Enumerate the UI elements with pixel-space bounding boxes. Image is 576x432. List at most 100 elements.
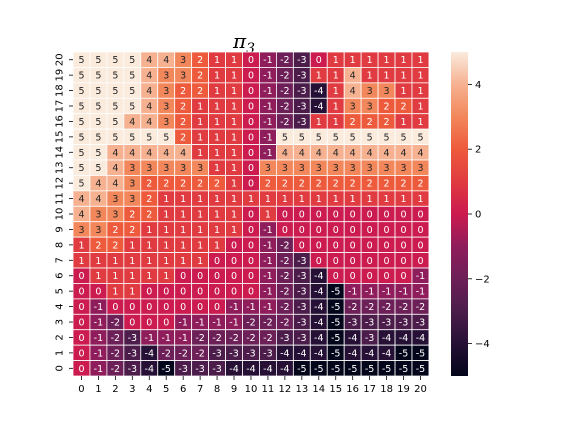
cell-label: -4	[314, 86, 323, 97]
cell-label: 0	[401, 240, 407, 251]
cell-label: 1	[129, 256, 135, 267]
cell-label: -5	[331, 364, 340, 375]
cell-label: -4	[145, 364, 154, 375]
cell-label: 0	[350, 240, 356, 251]
cell-label: -2	[399, 302, 408, 313]
y-tick-label: 11	[55, 192, 66, 205]
x-tick-label: 2	[112, 384, 118, 395]
cell-label: 4	[350, 148, 356, 159]
cell-label: 1	[401, 55, 407, 66]
y-tick-label: 15	[55, 130, 66, 143]
cell-label: 1	[333, 117, 339, 128]
cell-label: -4	[314, 302, 323, 313]
cell-label: 1	[401, 194, 407, 205]
cell-label: -1	[348, 287, 357, 298]
cell-label: 1	[214, 132, 220, 143]
cell-label: 3	[163, 163, 169, 174]
cell-label: 5	[112, 117, 118, 128]
y-tick-label: 13	[55, 161, 66, 174]
cell-label: -4	[314, 271, 323, 282]
cell-label: 2	[112, 240, 118, 251]
cell-label: 1	[214, 71, 220, 82]
x-tick-label: 9	[231, 384, 237, 395]
cell-label: 1	[163, 271, 169, 282]
cell-label: 3	[129, 163, 135, 174]
y-tick-label: 18	[55, 84, 66, 97]
cell-label: -1	[263, 302, 272, 313]
cell-label: -3	[212, 364, 221, 375]
cell-label: 0	[367, 271, 373, 282]
cell-label: 4	[78, 210, 84, 221]
cell-label: 3	[146, 163, 152, 174]
cell-label: 2	[180, 179, 186, 190]
cell-label: 5	[112, 71, 118, 82]
cell-label: 2	[180, 117, 186, 128]
cell-label: -1	[263, 225, 272, 236]
cell-label: 3	[129, 179, 135, 190]
cell-label: 2	[146, 194, 152, 205]
cell-label: 2	[401, 179, 407, 190]
cell-label: 0	[384, 225, 390, 236]
cell-label: 0	[163, 302, 169, 313]
cell-label: 0	[146, 287, 152, 298]
cell-label: -1	[263, 256, 272, 267]
cell-label: 0	[214, 256, 220, 267]
cell-label: 2	[384, 117, 390, 128]
cell-label: 1	[214, 55, 220, 66]
cell-label: 1	[417, 86, 423, 97]
y-tick-label: 6	[55, 273, 66, 279]
cell-label: 3	[367, 102, 373, 113]
cell-label: 1	[231, 148, 237, 159]
cell-label: 1	[214, 194, 220, 205]
colorbar-tick-label: −4	[475, 339, 490, 350]
cell-label: 1	[214, 117, 220, 128]
cell-label: 1	[214, 102, 220, 113]
cell-label: 0	[282, 225, 288, 236]
cell-label: -3	[195, 364, 204, 375]
cell-label: 4	[350, 86, 356, 97]
y-tick-label: 4	[55, 303, 66, 309]
cell-label: 5	[112, 102, 118, 113]
cell-label: -3	[297, 117, 306, 128]
cell-label: -5	[382, 364, 391, 375]
cell-label: 1	[129, 240, 135, 251]
cell-label: -2	[280, 86, 289, 97]
cell-label: -2	[263, 318, 272, 329]
cell-label: 0	[112, 302, 118, 313]
cell-label: 5	[333, 132, 339, 143]
cell-label: -3	[297, 102, 306, 113]
cell-label: 1	[180, 194, 186, 205]
cell-label: 2	[197, 55, 203, 66]
y-tick-label: 20	[55, 53, 66, 66]
cell-label: -1	[94, 318, 103, 329]
cell-label: 3	[78, 225, 84, 236]
cell-label: 0	[401, 210, 407, 221]
cell-label: -1	[263, 102, 272, 113]
cell-label: 2	[129, 210, 135, 221]
cell-label: -1	[145, 333, 154, 344]
cell-label: 1	[214, 148, 220, 159]
cell-label: 0	[129, 318, 135, 329]
x-tick-label: 1	[95, 384, 101, 395]
y-tick-label: 7	[55, 257, 66, 263]
cell-label: 2	[265, 179, 271, 190]
cell-label: -1	[212, 318, 221, 329]
cell-label: 1	[231, 163, 237, 174]
cell-label: -4	[145, 348, 154, 359]
cell-label: 1	[384, 71, 390, 82]
cell-label: 0	[299, 225, 305, 236]
cell-label: 4	[163, 55, 169, 66]
cell-label: -1	[161, 333, 170, 344]
cell-label: -3	[348, 318, 357, 329]
cell-label: -1	[263, 132, 272, 143]
cell-label: 5	[78, 55, 84, 66]
x-tick-label: 18	[380, 384, 393, 395]
cell-label: -3	[246, 348, 255, 359]
cell-label: 0	[248, 102, 254, 113]
cell-label: 2	[112, 225, 118, 236]
cell-label: 2	[197, 179, 203, 190]
cell-label: 5	[95, 55, 101, 66]
cell-label: 1	[163, 225, 169, 236]
cell-label: 0	[350, 225, 356, 236]
